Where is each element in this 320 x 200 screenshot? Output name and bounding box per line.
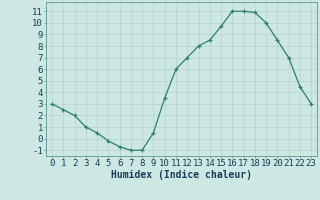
X-axis label: Humidex (Indice chaleur): Humidex (Indice chaleur)	[111, 170, 252, 180]
